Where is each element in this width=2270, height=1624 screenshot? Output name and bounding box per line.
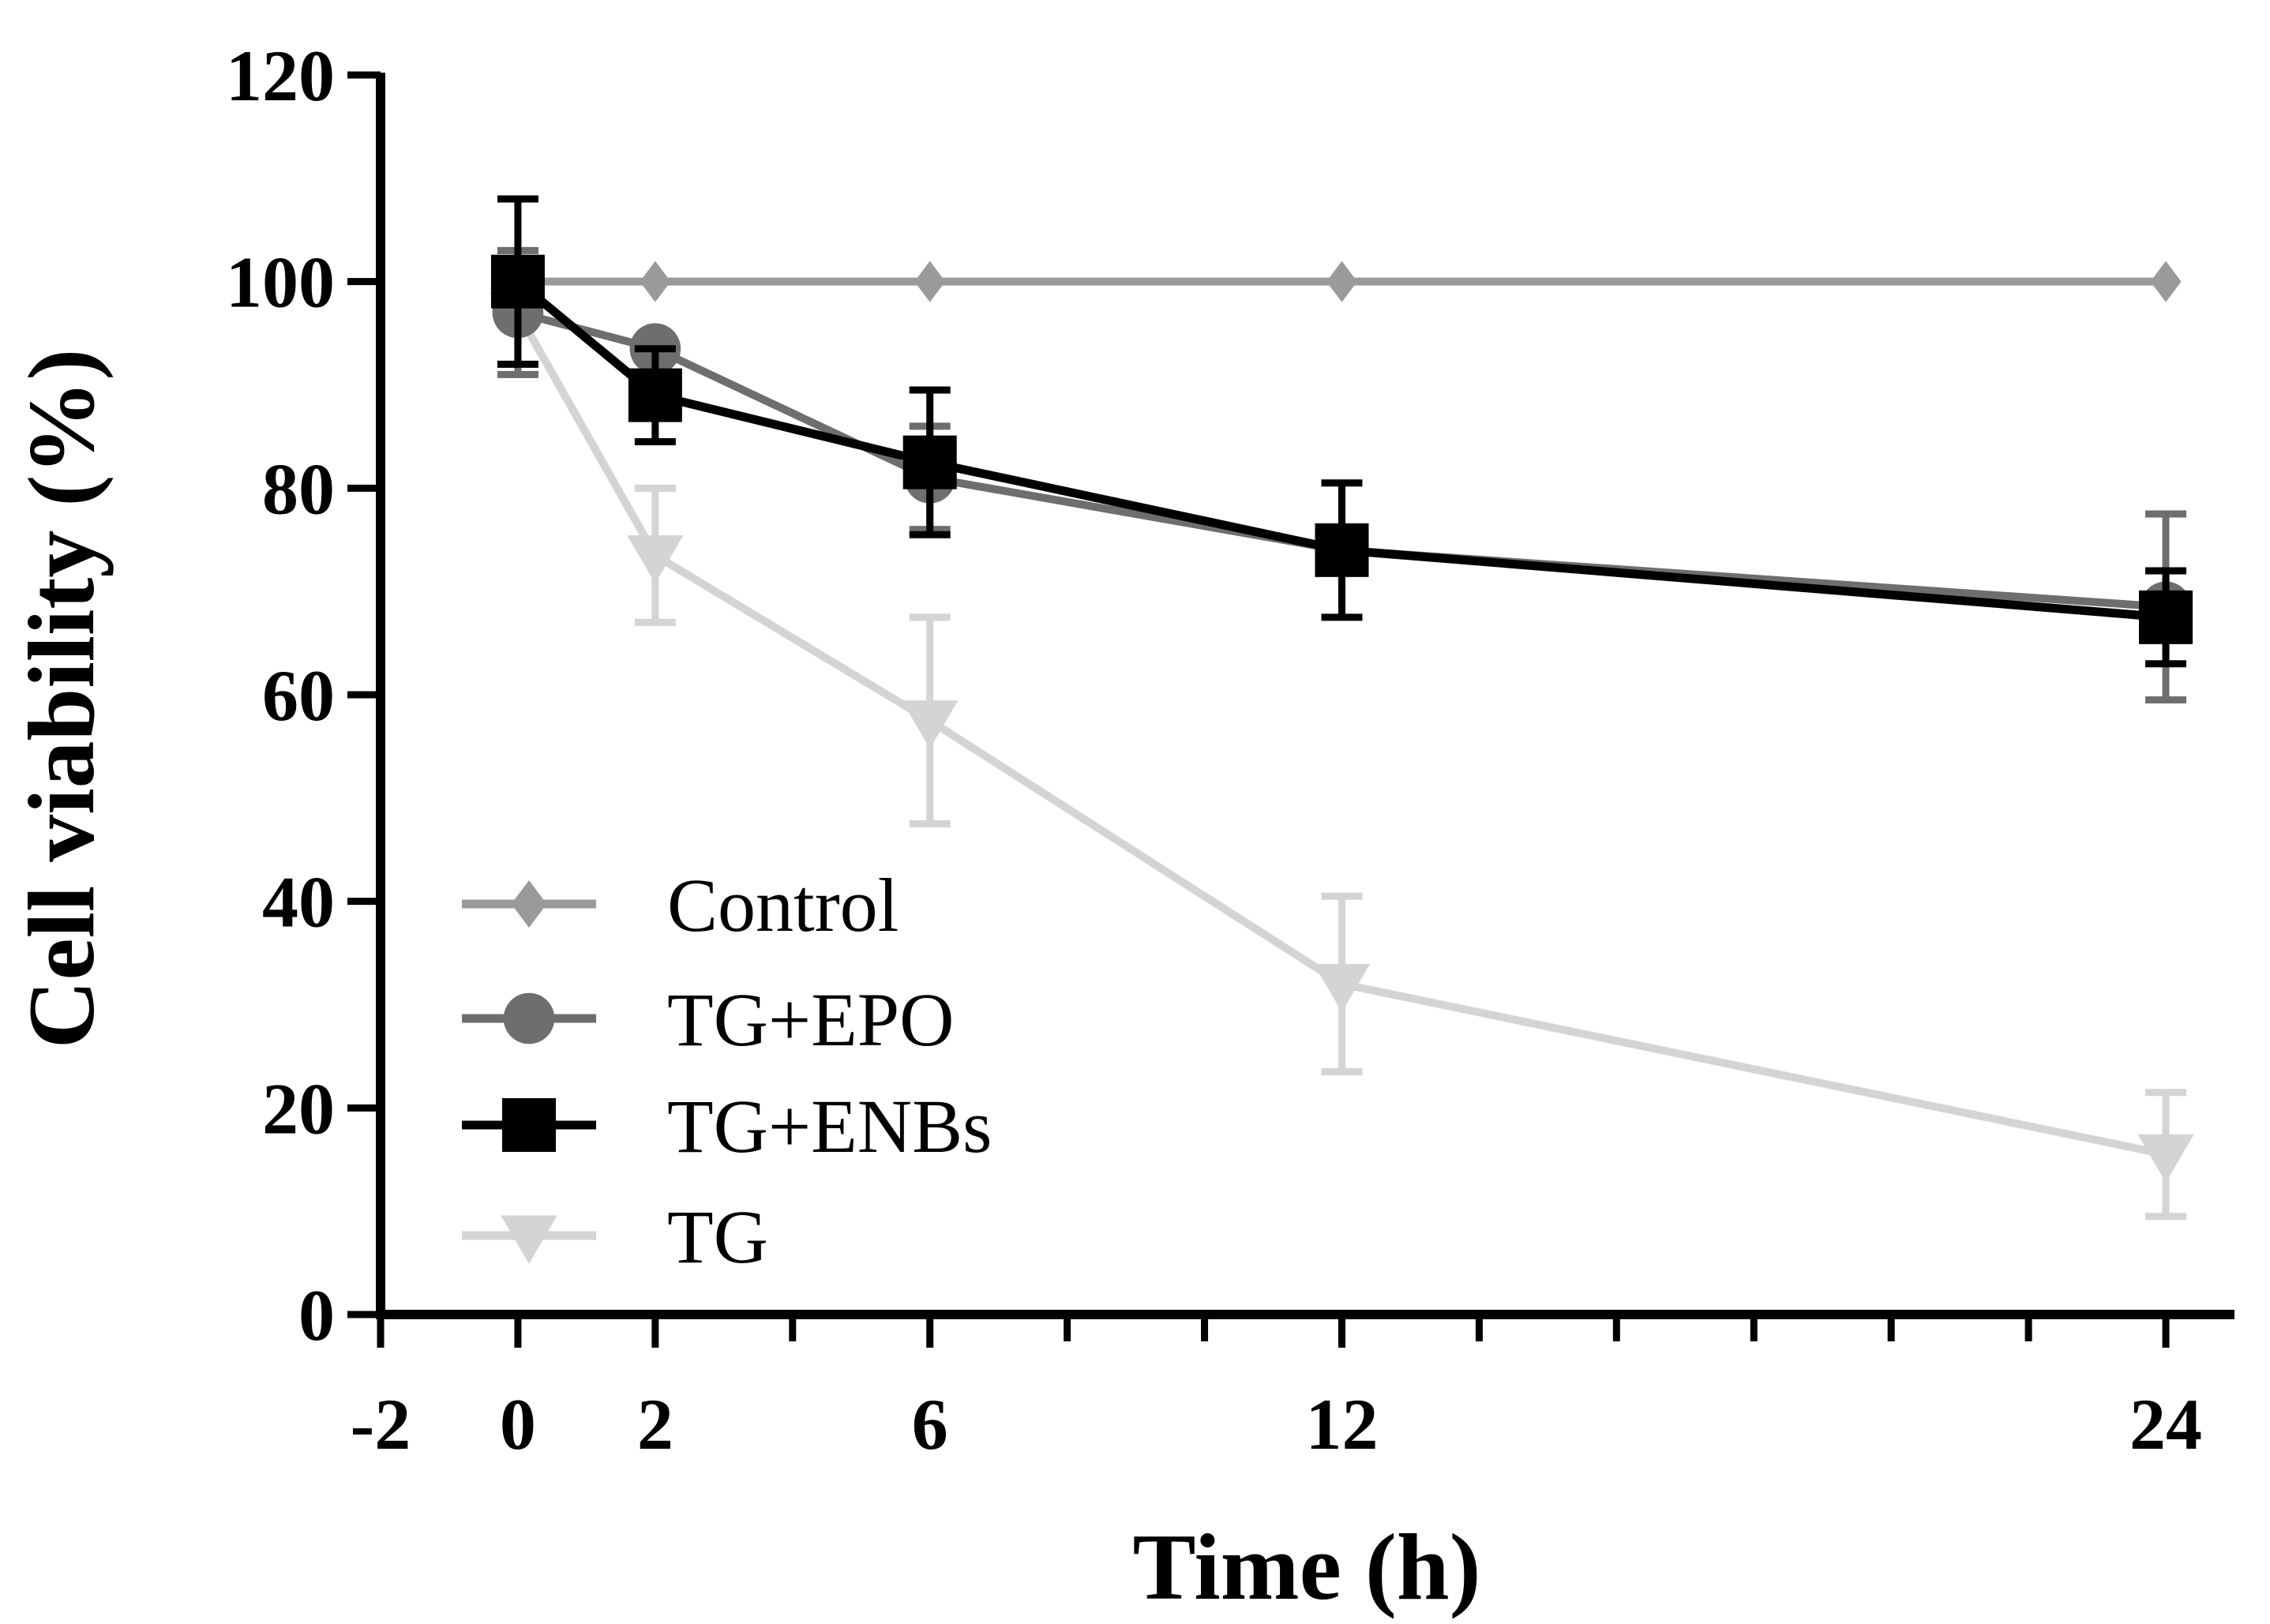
y-tick-label-80: 80 <box>262 448 335 529</box>
x-tick-label-6: 6 <box>912 1384 948 1465</box>
series-layer <box>490 195 2194 1221</box>
legend-item-tg-enbs: TG+ENBs <box>462 1084 992 1168</box>
x-tick-label-0: 0 <box>500 1384 536 1465</box>
data-point-tg-enbs-6 <box>902 435 957 489</box>
legend-label-tg-enbs: TG+ENBs <box>667 1084 992 1168</box>
legend-label-tg-epo: TG+EPO <box>667 977 954 1062</box>
legend-item-control: Control <box>462 863 899 947</box>
legend-item-tg-epo: TG+EPO <box>462 977 954 1062</box>
y-tick-label-120: 120 <box>226 36 335 116</box>
y-tick-label-60: 60 <box>262 655 335 736</box>
legend-marker-tg <box>501 1215 557 1264</box>
data-point-tg-12 <box>1313 963 1371 1013</box>
legend-item-tg: TG <box>462 1195 768 1279</box>
data-point-control-12 <box>1326 261 1357 302</box>
legend-marker-control <box>511 880 547 928</box>
x-tick-label--2: -2 <box>351 1384 411 1465</box>
data-point-control-2 <box>640 261 671 302</box>
series-tg-epo <box>492 246 2192 704</box>
x-tick-label-2: 2 <box>637 1384 673 1465</box>
series-tg-enbs <box>490 195 2193 668</box>
x-tick-label-24: 24 <box>2129 1384 2202 1465</box>
data-point-tg-24 <box>2137 1134 2194 1183</box>
x-axis-title: Time (h) <box>1132 1514 1480 1619</box>
y-axis-title: Cell viability (%) <box>9 349 114 1049</box>
series-control <box>502 261 2182 302</box>
legend-label-tg: TG <box>667 1195 768 1279</box>
x-tick-label-12: 12 <box>1305 1384 1378 1465</box>
legend-label-control: Control <box>667 863 899 947</box>
y-tick-label-20: 20 <box>262 1068 335 1149</box>
legend-marker-tg-enbs <box>502 1098 556 1152</box>
data-point-control-24 <box>2150 261 2182 302</box>
y-tick-label-40: 40 <box>262 862 335 943</box>
data-point-tg-2 <box>627 534 684 584</box>
y-tick-label-100: 100 <box>226 242 335 323</box>
data-point-tg-enbs-0 <box>490 254 545 309</box>
data-point-tg-enbs-12 <box>1315 523 1369 577</box>
legend-marker-tg-epo <box>503 992 555 1045</box>
series-tg <box>490 246 2194 1221</box>
y-tick-label-0: 0 <box>298 1275 335 1356</box>
data-point-tg-enbs-24 <box>2139 590 2193 644</box>
data-point-tg-enbs-2 <box>628 368 682 422</box>
legend: Control TG+EPO TG+ENBs TG <box>462 863 992 1279</box>
data-point-tg-6 <box>902 700 959 749</box>
data-point-control-6 <box>914 261 946 302</box>
